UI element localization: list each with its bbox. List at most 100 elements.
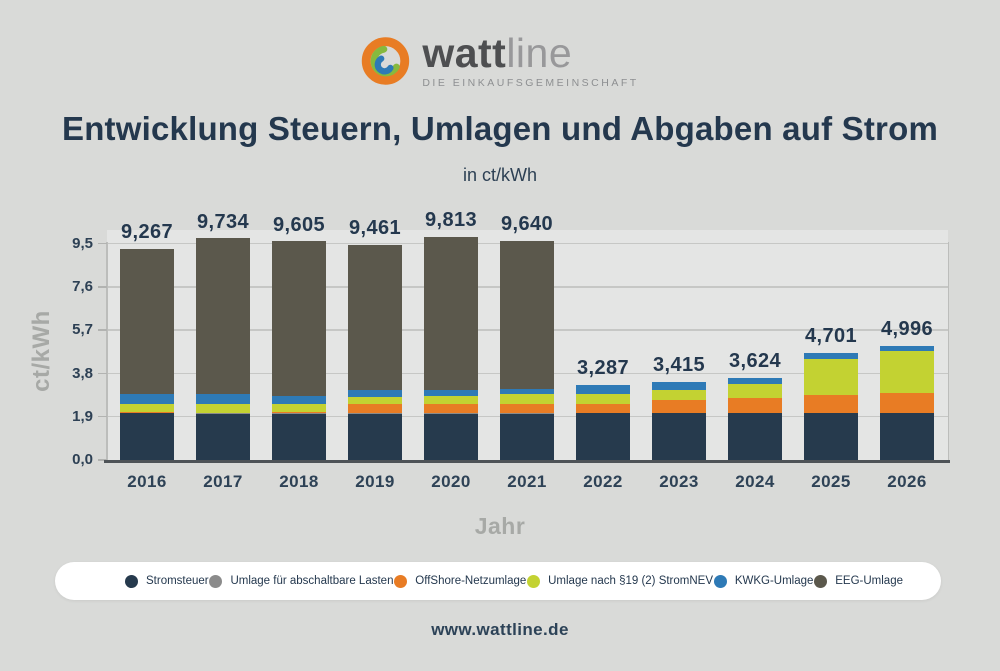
legend-item-4: Umlage nach §19 (2) StromNEV [527, 574, 714, 588]
bar-segment [728, 413, 782, 460]
bar-segment [424, 395, 478, 404]
bar-segment [348, 390, 402, 397]
y-tick-label: 9,5 [72, 234, 93, 252]
bar-segment [272, 413, 326, 460]
bar-segment [348, 403, 402, 414]
bar-segment [880, 413, 934, 460]
bar-segment [500, 240, 554, 389]
bar-segment [576, 403, 630, 414]
bar-value-label: 9,813 [424, 208, 478, 231]
legend-label: KWKG-Umlage [734, 575, 814, 587]
bar-segment [500, 388, 554, 395]
bar-segment [120, 249, 174, 394]
legend-item-1: Stromsteuer [125, 574, 209, 588]
wattline-logo: wattline DIE EINKAUFSGEMEINSCHAFT [0, 33, 1000, 89]
y-tick-mark [98, 415, 107, 418]
bar-segment [424, 236, 478, 391]
bar-segment [500, 413, 554, 460]
bar-segment [196, 394, 250, 405]
bar-value-label: 3,287 [576, 357, 630, 380]
bar-segment [120, 393, 174, 404]
page-title: Entwicklung Steuern, Umlagen und Abgaben… [61, 110, 938, 147]
bar-segment [424, 413, 478, 460]
bar-segment [804, 394, 858, 414]
x-axis-line [104, 460, 950, 463]
legend-item-5: KWKG-Umlage [713, 574, 814, 588]
bar-value-label: 9,734 [196, 210, 250, 233]
bar-segment [804, 359, 858, 395]
bar-value-label: 3,624 [728, 349, 782, 372]
legend-dot-icon [394, 574, 408, 588]
bar-segment [880, 346, 934, 351]
bar-segment [424, 403, 478, 414]
bar-segment [196, 413, 250, 460]
logo-text: wattline DIE EINKAUFSGEMEINSCHAFT [422, 33, 638, 90]
x-tick-label: 2025 [811, 472, 851, 491]
bar-segment [120, 403, 174, 413]
bar-segment [500, 404, 554, 414]
y-tick-label: 0,0 [72, 451, 93, 468]
legend-dot-icon [527, 574, 541, 588]
bar-segment [424, 390, 478, 396]
bar-segment [272, 241, 326, 396]
legend-dot-icon [814, 574, 828, 588]
bar-segment [120, 412, 174, 414]
bar-value-label: 9,640 [500, 212, 554, 235]
legend-item-3: OffShore-Netzumlage [394, 574, 527, 588]
bar-segment [272, 403, 326, 413]
bar-value-label: 9,267 [120, 221, 174, 244]
x-axis-title: Jahr [474, 513, 526, 539]
bar-segment [652, 390, 706, 400]
bar-value-label: 9,605 [272, 213, 326, 236]
plot-right-border [947, 242, 949, 460]
y-tick-mark [98, 286, 107, 288]
legend-label: EEG-Umlage [835, 575, 903, 587]
page-subtitle: in ct/kWh [462, 165, 537, 185]
bar-segment [880, 350, 934, 393]
bar-segment [576, 413, 630, 460]
bar-segment [728, 398, 782, 414]
x-tick-label: 2021 [507, 472, 547, 491]
x-tick-label: 2017 [203, 472, 243, 491]
footer-url: www.wattline.de [431, 620, 569, 639]
bar-segment [804, 353, 858, 360]
x-tick-label: 2023 [659, 472, 699, 491]
brand-name: wattline [422, 33, 572, 74]
bar-segment [728, 377, 782, 384]
bar-segment [652, 382, 706, 391]
bar-segment [348, 396, 402, 404]
legend-label: Umlage für abschaltbare Lasten [230, 575, 394, 587]
x-tick-label: 2022 [583, 472, 623, 491]
bar-segment [880, 392, 934, 414]
legend-item-6: EEG-Umlage [814, 574, 903, 588]
y-tick-label: 1,9 [72, 407, 93, 425]
bar-segment [120, 413, 174, 460]
y-tick-mark [98, 372, 107, 375]
bar-segment [196, 404, 250, 414]
x-tick-label: 2026 [887, 472, 927, 491]
bar-value-label: 3,415 [652, 354, 706, 377]
y-tick-mark [98, 329, 107, 331]
bar-segment [272, 396, 326, 404]
bar-segment [500, 394, 554, 405]
wattline-logo-icon [362, 37, 410, 85]
y-tick-label: 5,7 [72, 321, 93, 339]
bar-segment [652, 399, 706, 414]
bar-segment [576, 385, 630, 394]
legend-item-2: Umlage für abschaltbare Lasten [209, 574, 394, 588]
brand-line: line [506, 30, 573, 76]
legend-label: OffShore-Netzumlage [415, 575, 527, 587]
bar-segment [348, 413, 402, 460]
bar-value-label: 4,701 [804, 325, 858, 348]
brand-watt: watt [422, 30, 507, 76]
legend-label: Umlage nach §19 (2) StromNEV [548, 575, 714, 587]
bar-value-label: 4,996 [880, 318, 934, 341]
y-tick-mark [98, 242, 107, 245]
bar-value-label: 9,461 [348, 216, 402, 239]
bar-segment [348, 244, 402, 391]
legend-dot-icon [713, 574, 727, 588]
plot-left-border [106, 242, 108, 460]
bar-segment [196, 237, 250, 395]
x-tick-label: 2024 [735, 472, 775, 491]
